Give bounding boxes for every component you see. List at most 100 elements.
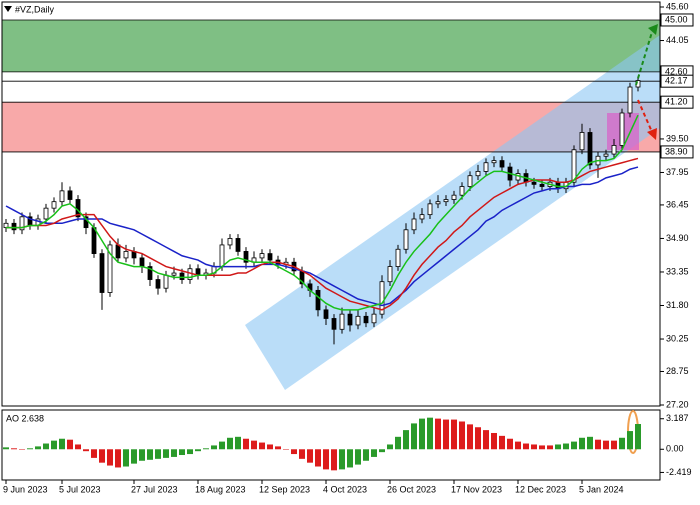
up-arrow-head	[648, 24, 658, 35]
candle-body	[411, 218, 417, 231]
candle-body	[443, 199, 449, 203]
candle-body	[259, 253, 265, 259]
ao-bar	[499, 435, 505, 450]
candle-body	[419, 214, 425, 220]
ao-bar	[67, 439, 73, 450]
main-frame	[1, 1, 661, 407]
ao-bar	[35, 446, 41, 450]
ao-bar	[179, 449, 185, 456]
ao-bar	[403, 430, 409, 450]
ao-bar	[99, 449, 105, 463]
candle-body	[491, 160, 497, 164]
ao-title: AO 2.638	[6, 413, 44, 423]
ao-frame	[1, 409, 661, 481]
y-tick-label: 30.25	[666, 333, 689, 343]
candle-body	[227, 238, 233, 246]
down-arrow	[637, 99, 653, 133]
ao-bar	[11, 448, 17, 450]
ao-bar	[19, 449, 25, 450]
moving-average	[5, 166, 639, 307]
y-tick-label: 27.20	[666, 399, 689, 409]
y-tick-label: 36.45	[666, 199, 689, 209]
ao-bar	[307, 449, 313, 463]
candle-body	[395, 248, 401, 267]
level-label: 42.60	[665, 66, 688, 76]
ao-bar	[539, 445, 545, 450]
ao-bar	[427, 417, 433, 450]
candle-body	[91, 227, 97, 254]
ao-bar	[251, 440, 257, 450]
ao-bar	[131, 449, 137, 464]
y-tick-label: 28.75	[666, 366, 689, 376]
up-arrow	[635, 31, 653, 86]
ao-bar	[451, 419, 457, 450]
x-tick-label: 9 Jun 2023	[3, 484, 48, 494]
y-tick-label: -2.419	[666, 467, 692, 477]
ao-bar	[299, 449, 305, 459]
candle-body	[11, 222, 17, 231]
ao-bar	[515, 441, 521, 450]
ao-bar	[467, 424, 473, 450]
level-label-box	[660, 13, 694, 27]
candle-body	[483, 162, 489, 172]
x-tick-label: 26 Oct 2023	[387, 484, 436, 494]
candle-body	[139, 257, 145, 267]
ao-bar	[443, 419, 449, 450]
candle-body	[171, 272, 177, 276]
candle-body	[123, 251, 129, 259]
ao-bar	[259, 442, 265, 450]
candle-body	[619, 112, 625, 146]
ao-bar	[323, 449, 329, 470]
y-tick-label: 45.60	[666, 1, 689, 11]
ao-bar	[267, 444, 273, 450]
candle-body	[347, 313, 353, 326]
ao-bar	[627, 431, 633, 450]
y-tick-label: 37.95	[666, 167, 689, 177]
ao-bar	[211, 445, 217, 450]
ao-bar	[275, 446, 281, 450]
candle-body	[323, 309, 329, 319]
candle-body	[51, 201, 57, 209]
candle-body	[371, 313, 377, 324]
x-tick-label: 5 Jul 2023	[59, 484, 101, 494]
ao-bar	[603, 440, 609, 450]
ao-bar	[347, 449, 353, 468]
candle-body	[43, 207, 49, 220]
ao-bar	[147, 449, 153, 460]
candle-body	[459, 186, 465, 196]
ao-bar	[3, 447, 9, 450]
candle-body	[579, 132, 585, 151]
candle-body	[355, 315, 361, 326]
candle-body	[475, 170, 481, 177]
level-label: 38.90	[665, 146, 688, 156]
levels	[2, 19, 660, 153]
ao-bar	[291, 449, 297, 455]
candle-body	[163, 274, 169, 289]
y-tick-label: 3.187	[666, 413, 689, 423]
candle-body	[403, 229, 409, 250]
ao-bar	[459, 421, 465, 450]
ao-bar	[379, 449, 385, 453]
level-label: 41.20	[665, 97, 688, 107]
candle-body	[603, 153, 609, 157]
candle-body	[219, 244, 225, 267]
candle-body	[571, 149, 577, 183]
x-tick-label: 17 Nov 2023	[451, 484, 502, 494]
ao-bar	[75, 444, 81, 450]
ao-bar	[555, 444, 561, 450]
candle-body	[179, 272, 185, 280]
ao-bar	[227, 437, 233, 450]
ao-bar	[171, 449, 177, 457]
ao-bar	[371, 449, 377, 457]
candle-body	[451, 194, 457, 200]
ao-bar	[235, 436, 241, 450]
ao-bar	[579, 437, 585, 450]
marks	[3, 76, 641, 345]
candle-body	[67, 190, 73, 200]
down-arrow-head	[647, 128, 657, 140]
candle-body	[499, 160, 505, 168]
level-label-box	[660, 95, 694, 109]
candle-body	[107, 244, 113, 293]
ao-bar	[155, 449, 161, 459]
